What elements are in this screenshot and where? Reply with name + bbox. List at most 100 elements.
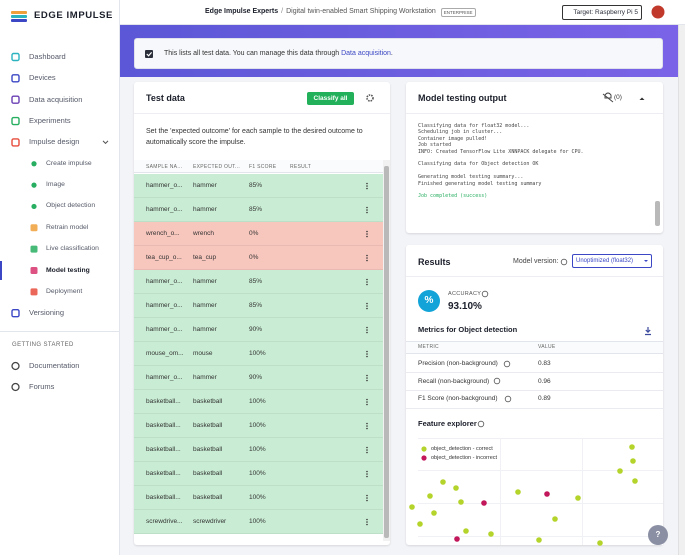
metric-name: Precision (non-background) <box>418 360 498 367</box>
test-row[interactable] <box>134 222 383 246</box>
notice-link[interactable]: Data acquisition <box>341 50 391 57</box>
f1-score: 90% <box>249 326 263 333</box>
f1-score: 85% <box>249 302 263 309</box>
card-divider <box>406 113 663 114</box>
top-bar <box>120 0 685 25</box>
nav-item[interactable]: Experiments <box>29 116 71 126</box>
sample-name[interactable]: tea_cup_o... <box>146 254 182 261</box>
grid-line <box>582 438 583 545</box>
nav-item[interactable]: Model testing <box>46 266 90 274</box>
grid-line <box>418 536 663 537</box>
version-select[interactable] <box>572 254 652 268</box>
nav-item[interactable]: Devices <box>29 73 56 83</box>
version-value: Unoptimized (float32) <box>576 258 634 264</box>
expected-outcome: screwdriver <box>193 518 227 525</box>
test-row[interactable] <box>134 294 383 318</box>
test-row[interactable] <box>134 318 383 342</box>
test-row[interactable] <box>134 510 383 534</box>
test-row[interactable] <box>134 486 383 510</box>
sample-name[interactable]: hammer_o... <box>146 278 183 285</box>
test-row[interactable] <box>134 246 383 270</box>
help-button[interactable]: ? <box>655 530 661 539</box>
sample-name[interactable]: hammer_o... <box>146 182 183 189</box>
expected-outcome: hammer <box>193 326 217 333</box>
f1-score: 85% <box>249 182 263 189</box>
sample-name[interactable]: hammer_o... <box>146 326 183 333</box>
f1-score: 100% <box>249 446 266 453</box>
classify-button[interactable]: Classify all <box>307 92 354 105</box>
accuracy-label: ACCURACY <box>448 291 482 297</box>
sample-name[interactable]: screwdrive... <box>146 518 183 525</box>
test-row[interactable] <box>134 270 383 294</box>
sidebar-divider <box>0 331 120 332</box>
sidebar <box>0 0 120 555</box>
test-row[interactable] <box>134 366 383 390</box>
table-header-bg <box>134 160 383 173</box>
sample-name[interactable]: basketball... <box>146 470 181 477</box>
grid-line <box>418 503 663 504</box>
f1-score: 100% <box>249 494 266 501</box>
sample-name[interactable]: hammer_o... <box>146 206 183 213</box>
nav-item[interactable]: Documentation <box>29 361 80 370</box>
nav-item[interactable]: Live classification <box>46 245 99 253</box>
nav-item[interactable]: Versioning <box>29 308 65 318</box>
log-line: Generating model testing summary... <box>418 174 524 181</box>
metrics-header-bg <box>406 341 663 354</box>
card-title: Model testing output <box>418 93 507 103</box>
f1-score: 85% <box>249 278 263 285</box>
f1-score: 100% <box>249 518 266 525</box>
sample-name[interactable]: basketball... <box>146 446 181 453</box>
nav-item[interactable]: Dashboard <box>29 52 66 61</box>
log-line: INFO: Created TensorFlow Lite XNNPACK de… <box>418 148 584 155</box>
test-row[interactable] <box>134 414 383 438</box>
nav-item[interactable]: Impulse design <box>29 137 80 147</box>
sample-name[interactable]: wrench_o... <box>146 230 180 237</box>
test-row[interactable] <box>134 342 383 366</box>
nav-item[interactable]: Image <box>46 181 65 189</box>
target-button[interactable]: Target: Raspberry Pi 5 <box>562 5 642 20</box>
test-row[interactable] <box>134 438 383 462</box>
nav-item[interactable]: Create impulse <box>46 159 92 167</box>
metric-value: 0.83 <box>538 360 551 367</box>
sample-name[interactable]: mouse_om... <box>146 350 184 357</box>
sample-name[interactable]: hammer_o... <box>146 302 183 309</box>
legend-label: object_detection - correct <box>431 446 493 452</box>
notice-box <box>134 38 663 69</box>
nav-item[interactable]: Data acquisition <box>29 94 83 104</box>
nav-item[interactable]: Deployment <box>46 287 83 295</box>
nav-item[interactable]: Object detection <box>46 202 96 210</box>
nav-item[interactable]: Retrain model <box>46 223 89 231</box>
accuracy-value: 93.10% <box>448 301 482 312</box>
expected-outcome: hammer <box>193 278 217 285</box>
legend-label: object_detection - incorrect <box>431 455 498 461</box>
sample-name[interactable]: basketball... <box>146 494 181 501</box>
test-row[interactable] <box>134 198 383 222</box>
sample-name[interactable]: basketball... <box>146 398 181 405</box>
test-row[interactable] <box>134 174 383 198</box>
f1-score: 0% <box>249 230 259 237</box>
card-divider <box>406 276 663 277</box>
sample-name[interactable]: basketball... <box>146 422 181 429</box>
nav-item[interactable]: Forums <box>29 382 55 391</box>
row-divider <box>406 390 663 391</box>
log-line: Scheduling job in cluster... <box>418 129 503 136</box>
log-area <box>412 116 662 230</box>
sample-name[interactable]: hammer_o... <box>146 374 183 381</box>
breadcrumb-project: Digital twin-enabled Smart Shipping Work… <box>286 8 436 15</box>
metric-name: F1 Score (non-background) <box>418 395 498 403</box>
breadcrumb-org[interactable]: Edge Impulse Experts <box>205 8 279 15</box>
metric-name: Recall (non-background) <box>418 377 490 385</box>
log-line: Container image pulled! <box>418 135 488 142</box>
column-header: VALUE <box>538 344 556 350</box>
column-header: SAMPLE NA... <box>146 164 183 170</box>
test-row[interactable] <box>134 390 383 414</box>
section-title: Feature explorer <box>418 419 477 428</box>
log-line: Classifying data for Object detection OK <box>418 161 539 168</box>
test-row[interactable] <box>134 462 383 486</box>
card-divider <box>134 113 390 114</box>
breadcrumb: Edge Impulse Experts / Digital twin-enable… <box>205 6 476 18</box>
expected-outcome: basketball <box>193 470 223 477</box>
accuracy-icon: % <box>424 295 434 306</box>
log-line: Job started <box>418 142 452 149</box>
